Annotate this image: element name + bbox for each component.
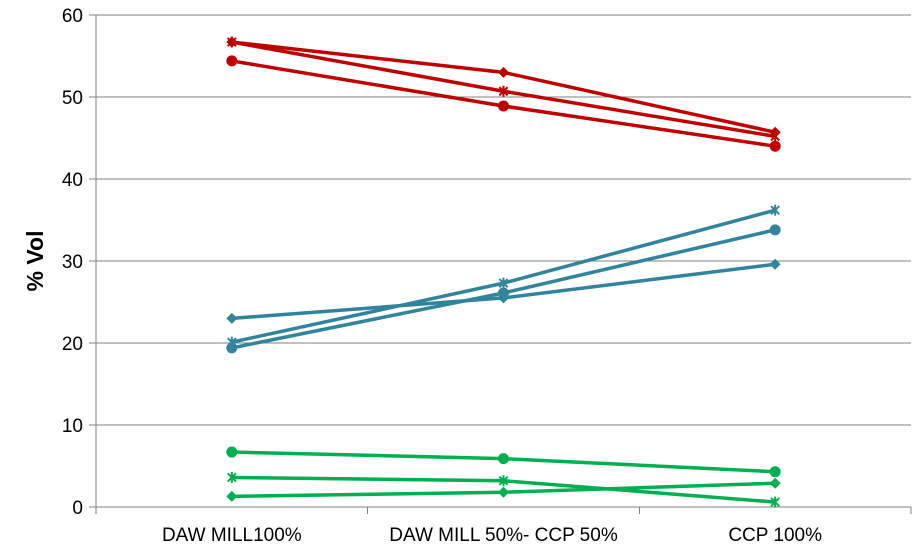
data-point (498, 453, 509, 465)
data-point (227, 36, 237, 48)
series-2 (227, 36, 780, 142)
data-point (770, 204, 780, 216)
data-point (226, 55, 238, 67)
data-point (226, 446, 238, 458)
data-point (498, 66, 509, 78)
series-8 (227, 471, 780, 508)
y-axis-label: % Vol (22, 231, 48, 292)
y-tick-label: 30 (62, 252, 83, 273)
data-point (498, 287, 509, 299)
data-point (226, 490, 238, 502)
series-7 (226, 477, 781, 502)
x-tick-label: DAW MILL 50%- CCP 50% (389, 525, 618, 546)
y-tick-label: 50 (62, 88, 83, 109)
series-line (231, 208, 776, 344)
data-point (498, 277, 509, 289)
data-point (769, 466, 781, 478)
series-3 (226, 55, 781, 152)
y-tick-labels: 0 10 20 30 40 50 60 (62, 6, 83, 519)
series-9 (226, 446, 781, 478)
y-tick-label: 60 (62, 6, 83, 27)
data-point (770, 496, 780, 508)
series-5 (227, 204, 780, 348)
data-point (498, 475, 509, 487)
data-point (769, 140, 781, 152)
y-tick-label: 0 (72, 498, 83, 519)
data-point (769, 258, 781, 270)
data-point (498, 100, 509, 112)
y-tick-label: 40 (62, 170, 83, 191)
data-point (226, 342, 238, 354)
y-tick-label: 10 (62, 416, 83, 437)
y-tick-label: 20 (62, 334, 83, 355)
data-point (770, 130, 780, 142)
series-6 (226, 224, 781, 354)
series-group (226, 36, 781, 508)
data-point (226, 312, 238, 324)
data-point (498, 85, 509, 97)
x-tick-label: DAW MILL100% (162, 525, 302, 546)
data-point (227, 471, 237, 483)
data-point (769, 477, 781, 489)
data-point (498, 486, 509, 498)
x-tick-label: CCP 100% (728, 525, 822, 546)
data-point (769, 224, 781, 236)
x-tick-labels: DAW MILL100% DAW MILL 50%- CCP 50% CCP 100… (162, 525, 822, 546)
